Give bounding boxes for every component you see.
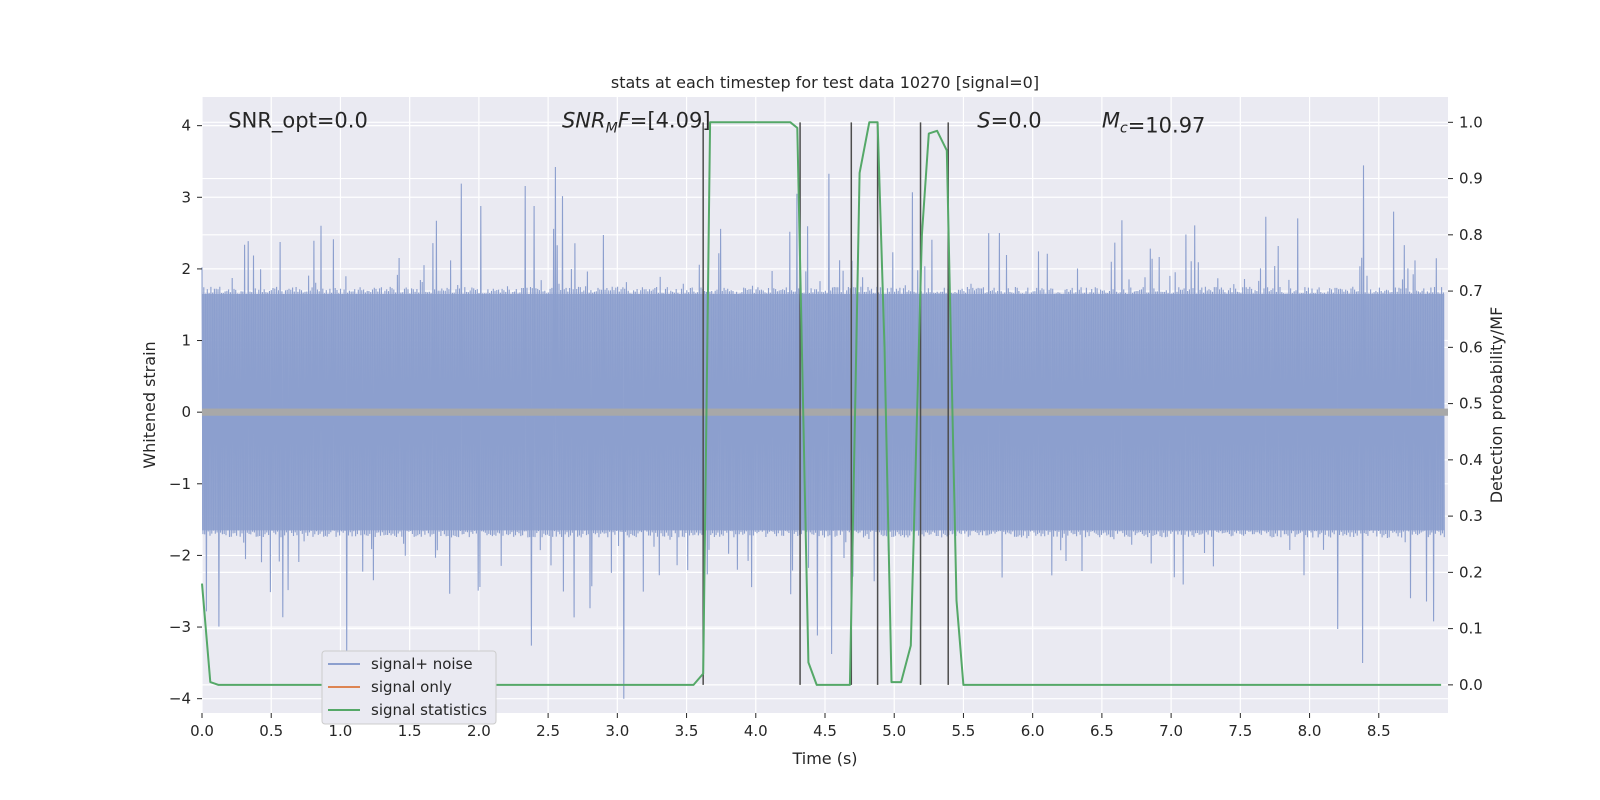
annotation-s: S=0.0 [977,109,1041,133]
x-tick-label: 3.0 [605,722,629,740]
y-left-tick-label: 3 [181,188,191,206]
legend-label-signal-noise: signal+ noise [371,655,473,673]
tick-labels: 0.0 0.5 1.0 1.5 2.0 2.5 3.0 3.5 4.0 4.5 5.0 5.5 6.0 6… [169,113,1483,740]
y-right-tick-label: 0.8 [1459,226,1483,244]
annotation-snr_opt: SNR_opt=0.0 [228,109,368,134]
x-tick-label: 5.5 [952,722,976,740]
y-axis-left-label: Whitened strain [140,341,159,468]
annotation-snr_mf: SNRMF=[4.09] [562,109,711,137]
y-left-tick-label: 4 [181,117,191,135]
x-tick-label: 4.0 [744,722,768,740]
x-tick-label: 0.0 [190,722,214,740]
y-axis-right-label: Detection probability/MF [1487,307,1506,504]
x-tick-label: 1.0 [329,722,353,740]
y-right-tick-label: 1.0 [1459,113,1483,131]
y-left-tick-label: 1 [181,332,191,350]
x-tick-label: 8.0 [1298,722,1322,740]
x-tick-label: 6.0 [1021,722,1045,740]
y-right-tick-label: 0.9 [1459,170,1483,188]
legend-label-signal-only: signal only [371,678,452,696]
y-left-tick-label: −1 [169,475,191,493]
annotations: SNR_opt=0.0 SNRMF=[4.09] S=0.0 Mc=10.97 [228,109,1205,138]
x-tick-label: 1.5 [398,722,422,740]
x-tick-label: 6.5 [1090,722,1114,740]
y-right-tick-label: 0.6 [1459,338,1483,356]
y-right-tick-label: 0.7 [1459,282,1483,300]
chart-title: stats at each timestep for test data 102… [611,73,1039,92]
y-right-tick-label: 0.0 [1459,676,1483,694]
legend-label-signal-statistics: signal statistics [371,701,487,719]
y-left-tick-label: 2 [181,260,191,278]
y-left-tick-label: 0 [181,403,191,421]
x-axis-label: Time (s) [791,749,857,768]
y-right-tick-label: 0.1 [1459,620,1483,638]
x-tick-label: 3.5 [675,722,699,740]
legend-box [321,650,497,725]
y-right-tick-label: 0.2 [1459,563,1483,581]
x-tick-label: 4.5 [813,722,837,740]
x-tick-label: 8.5 [1367,722,1391,740]
y-left-tick-label: −3 [169,618,191,636]
x-tick-label: 2.0 [467,722,491,740]
annotation-mc: Mc=10.97 [1102,109,1206,138]
y-left-tick-label: −4 [169,690,191,708]
x-tick-label: 7.5 [1228,722,1252,740]
y-left-tick-label: −2 [169,546,191,564]
y-right-tick-label: 0.4 [1459,451,1483,469]
y-right-tick-label: 0.5 [1459,395,1483,413]
x-tick-label: 0.5 [259,722,283,740]
x-tick-label: 5.0 [882,722,906,740]
legend: signal+ noise signal only signal statist… [321,650,497,725]
x-tick-label: 7.0 [1159,722,1183,740]
x-tick-label: 2.5 [536,722,560,740]
y-right-tick-label: 0.3 [1459,507,1483,525]
signal-only-series [202,408,1448,416]
